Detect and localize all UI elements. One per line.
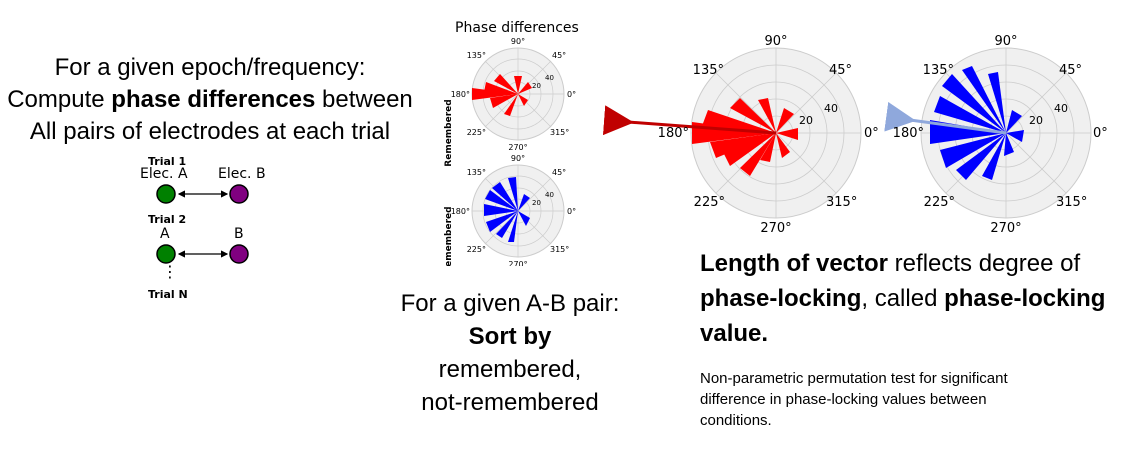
phase-vector-not-remembered (884, 101, 1007, 135)
plv-bold-2: phase-locking (700, 285, 862, 312)
radial-tick-40: 40 (1054, 102, 1068, 115)
angle-90-label: 90° (764, 34, 787, 49)
small-polar-not-remembered: 90° 45° 0° 315° 270° 225° 180° 135° 20 4… (451, 154, 576, 266)
angle-180-label: 180° (893, 126, 924, 141)
phase-vector-remembered (602, 105, 777, 136)
small-polar-remembered: 90° 45° 0° 315° 270° 225° 180° 135° 20 4… (451, 37, 576, 152)
row-label-remembered: Remembered (444, 99, 454, 166)
sort-line-1: For a given A-B pair: (400, 290, 620, 317)
angle-45-label: 45° (829, 63, 852, 78)
trial-2-label: Trial 2 (148, 213, 187, 226)
angle-315-label: 315° (826, 195, 857, 210)
radial-tick-40: 40 (545, 191, 554, 199)
angle-225-label: 225° (924, 195, 955, 210)
sort-line-2-bold: Sort by (468, 323, 552, 350)
angle-90-label: 90° (994, 34, 1017, 49)
note-line-2: difference in phase-locking values betwe… (700, 391, 987, 408)
plv-line-2: phase-locking, called phase-locking (700, 281, 1130, 316)
sort-text: For a given A-B pair: Sort by remembered… (360, 287, 660, 419)
intro-text: For a given epoch/frequency: Compute pha… (0, 52, 420, 148)
plv-text-2: , called (861, 285, 945, 312)
angle-180-label: 180° (658, 126, 689, 141)
angle-0-label: 0° (567, 90, 576, 99)
angle-225-label: 225° (467, 128, 486, 137)
electrode-b-dot (229, 184, 249, 204)
angle-270-label: 270° (508, 260, 527, 266)
note-line-3: conditions. (700, 412, 772, 429)
intro-line-1: For a given epoch/frequency: (54, 54, 366, 81)
sort-line-4: not-remembered (421, 389, 599, 416)
radial-tick-20: 20 (799, 114, 813, 127)
angle-90-label: 90° (511, 37, 525, 46)
angle-180-label: 180° (451, 207, 470, 216)
trial-ellipsis: ⋮ (162, 262, 178, 281)
angle-45-label: 45° (552, 168, 566, 177)
intro-line-2-bold: phase differences (111, 86, 316, 113)
angle-90-label: 90° (511, 154, 525, 163)
angle-135-label: 135° (467, 51, 486, 60)
trial-schematic (156, 184, 249, 264)
radial-tick-20: 20 (532, 199, 541, 207)
angle-135-label: 135° (467, 168, 486, 177)
plv-text-1: reflects degree of (888, 250, 1081, 277)
radial-tick-20: 20 (1029, 114, 1043, 127)
intro-line-2-post: between (315, 86, 413, 113)
angle-0-label: 0° (864, 126, 879, 141)
plv-text: Length of vector reflects degree of phas… (700, 246, 1130, 351)
row-label-not-remembered: Not-Remembered (444, 206, 454, 266)
angle-0-label: 0° (567, 207, 576, 216)
elec-a-label-1: Elec. A (140, 166, 188, 182)
radial-tick-20: 20 (532, 82, 541, 90)
angle-225-label: 225° (467, 245, 486, 254)
angle-45-label: 45° (552, 51, 566, 60)
plv-line-3: value. (700, 316, 1130, 351)
sort-line-3: remembered, (438, 356, 582, 383)
angle-270-label: 270° (990, 221, 1021, 236)
angle-315-label: 315° (550, 128, 569, 137)
angle-315-label: 315° (1056, 195, 1087, 210)
plv-line-1: Length of vector reflects degree of (700, 246, 1130, 281)
angle-45-label: 45° (1059, 63, 1082, 78)
angle-135-label: 135° (923, 63, 954, 78)
angle-180-label: 180° (451, 90, 470, 99)
large-polar-not-remembered: 90° 45° 0° 315° 270° 225° 180° 135° 20 4… (884, 34, 1108, 236)
permutation-note: Non-parametric permutation test for sign… (700, 368, 1100, 431)
intro-line-2-pre: Compute (7, 86, 112, 113)
radial-tick-40: 40 (824, 102, 838, 115)
electrode-a-dot (156, 184, 176, 204)
angle-270-label: 270° (760, 221, 791, 236)
small-polar-plots: Remembered Not-Remembered 90° 45° 0° 315… (444, 37, 576, 266)
trial-1-label: Trial 1 (148, 155, 187, 168)
intro-line-3: All pairs of electrodes at each trial (29, 118, 391, 145)
angle-225-label: 225° (694, 195, 725, 210)
large-polar-remembered: 90° 45° 0° 315° 270° 225° 180° 135° 20 4… (602, 34, 879, 236)
note-line-1: Non-parametric permutation test for sign… (700, 370, 1008, 387)
sort-line-2: Sort by (360, 320, 660, 353)
elec-b-label-2: B (234, 226, 244, 242)
elec-b-label-1: Elec. B (218, 166, 266, 182)
plv-bold-1: Length of vector (700, 250, 889, 277)
intro-line-2: Compute phase differences between (0, 84, 420, 116)
electrode-b-dot (229, 244, 249, 264)
angle-270-label: 270° (508, 143, 527, 152)
plv-bold-3: phase-locking (944, 285, 1106, 312)
small-plots-title: Phase differences (455, 20, 579, 36)
angle-135-label: 135° (693, 63, 724, 78)
angle-0-label: 0° (1093, 126, 1108, 141)
electrode-a-dot (156, 244, 176, 264)
angle-315-label: 315° (550, 245, 569, 254)
trial-n-label: Trial N (148, 288, 188, 301)
elec-a-label-2: A (160, 226, 170, 242)
plv-bold-4: value. (700, 320, 769, 347)
large-polar-plots: 90° 45° 0° 315° 270° 225° 180° 135° 20 4… (602, 34, 1108, 236)
radial-tick-40: 40 (545, 74, 554, 82)
